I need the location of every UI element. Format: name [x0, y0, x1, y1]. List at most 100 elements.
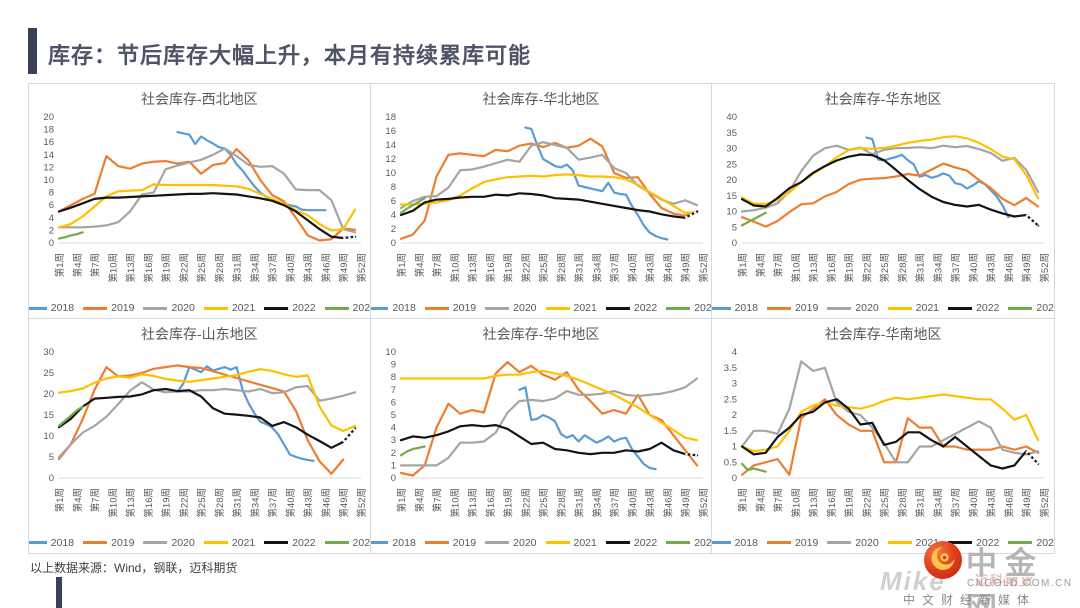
- legend-swatch-2019: [424, 541, 449, 544]
- x-tick-label: 第31周: [232, 488, 244, 518]
- series-line-2020: [57, 380, 357, 458]
- x-tick-label: 第40周: [968, 488, 980, 518]
- legend-label: 2020: [171, 302, 195, 314]
- y-tick-label: 2: [49, 225, 54, 236]
- y-tick-label: 6: [390, 196, 395, 207]
- legend-swatch-2020: [827, 541, 852, 544]
- x-tick-label: 第49周: [1022, 253, 1034, 283]
- x-tick-label: 第46周: [320, 253, 332, 283]
- chart-panel-6: 社会库存-华南地区 0 0.5 1 1.5 2 2.5 3 3.5 4 第1周 第4周 第7周 第10周第…: [712, 319, 1054, 554]
- legend-label: 2021: [573, 302, 597, 314]
- y-tick-label: 6: [390, 397, 395, 408]
- legend-label: 2018: [50, 536, 75, 549]
- x-tick-label: 第37周: [609, 253, 621, 283]
- x-tick-label: 第7周: [90, 488, 102, 512]
- x-tick-label: 第46周: [662, 488, 674, 518]
- legend-swatch-2021: [545, 541, 570, 544]
- x-tick-label: 第31周: [573, 253, 585, 283]
- x-tick-label: 第43周: [986, 488, 998, 518]
- x-tick-label: 第28周: [214, 488, 226, 518]
- legend-swatch-2023: [666, 306, 691, 310]
- series-hatch-tail-2022: [684, 210, 698, 219]
- x-tick-label: 第22周: [520, 488, 532, 518]
- x-tick-label: 第10周: [449, 488, 461, 518]
- chart-title: 社会库存-华中地区: [482, 325, 600, 342]
- series-line-2021: [399, 369, 698, 441]
- legend-swatch-2018: [712, 306, 731, 310]
- series-line-2023: [741, 462, 768, 473]
- x-tick-label: 第16周: [826, 253, 838, 283]
- series-line-2022: [741, 397, 1040, 470]
- legend-item-2019: 2019: [424, 537, 476, 549]
- legend-swatch-2021: [887, 541, 912, 544]
- x-tick-label: 第10周: [107, 253, 119, 283]
- legend-label: 2019: [452, 302, 477, 314]
- legend-label: 2022: [976, 302, 1000, 314]
- series-line-2022: [399, 192, 698, 219]
- legend-item-2020: 2020: [827, 537, 879, 549]
- legend-swatch-2019: [766, 541, 791, 544]
- y-tick-label: 10: [43, 175, 54, 186]
- x-tick-label: 第37周: [267, 253, 279, 283]
- x-tick-label: 第1周: [396, 488, 408, 512]
- legend-label: 2020: [855, 302, 879, 314]
- y-tick-label: 0: [49, 238, 54, 249]
- y-tick-label: 2: [390, 224, 395, 235]
- series-line-2022: [741, 153, 1040, 227]
- series-line-2019: [399, 360, 698, 477]
- chart-legend: 2018 2019 2020 2021 2022 2023: [712, 299, 1054, 317]
- x-tick-label: 第7周: [773, 253, 785, 277]
- series-line-2021: [57, 183, 357, 232]
- y-tick-label: 1: [732, 441, 737, 452]
- x-tick-label: 第31周: [915, 253, 927, 283]
- legend-label: 2021: [231, 302, 256, 314]
- legend-item-2019: 2019: [766, 302, 818, 314]
- legend-swatch-2022: [264, 541, 289, 544]
- y-tick-label: 35: [727, 128, 738, 139]
- x-tick-label: 第4周: [72, 253, 84, 277]
- y-tick-label: 5: [732, 222, 737, 233]
- x-tick-label: 第4周: [755, 253, 767, 277]
- x-tick-label: 第28周: [214, 253, 226, 283]
- x-tick-label: 第49周: [338, 488, 350, 518]
- x-tick-label: 第37周: [951, 253, 963, 283]
- legend-swatch-2021: [203, 541, 228, 544]
- legend-label: 2020: [171, 536, 195, 549]
- legend-item-2020: 2020: [485, 302, 537, 314]
- series-line-2022: [399, 423, 698, 456]
- legend-item-2020: 2020: [143, 302, 195, 314]
- y-tick-label: 18: [385, 112, 396, 123]
- y-tick-label: 6: [49, 200, 54, 211]
- chart-panel-3: 社会库存-华东地区 0 5 10 15 20 25 30 35 40 第1周 第4周 第7周 第10周 第1…: [712, 84, 1054, 319]
- legend-swatch-2020: [143, 541, 168, 544]
- y-tick-label: 10: [385, 168, 396, 179]
- x-tick-label: 第49周: [680, 253, 692, 283]
- legend-swatch-2020: [485, 541, 510, 544]
- legend-label: 2023: [694, 536, 712, 549]
- legend-item-2018: 2018: [370, 302, 416, 314]
- x-tick-label: 第46周: [320, 488, 332, 518]
- x-tick-label: 第43周: [644, 253, 656, 283]
- x-tick-label: 第16周: [143, 488, 155, 518]
- x-tick-label: 第34周: [249, 488, 261, 518]
- legend-label: 2023: [1036, 302, 1054, 314]
- x-tick-label: 第31周: [573, 488, 585, 518]
- x-tick-label: 第10周: [107, 488, 119, 518]
- legend-label: 2018: [392, 302, 416, 314]
- x-tick-label: 第22周: [178, 488, 190, 518]
- x-tick-label: 第52周: [698, 488, 710, 518]
- chart-legend: 2018 2019 2020 2021 2022 2023: [29, 299, 370, 317]
- legend-label: 2021: [231, 536, 256, 549]
- x-tick-label: 第1周: [396, 253, 408, 277]
- legend-label: 2022: [633, 536, 658, 549]
- y-tick-label: 10: [385, 347, 396, 358]
- legend-item-2021: 2021: [887, 302, 939, 314]
- y-tick-label: 8: [49, 188, 54, 199]
- series-hatch-tail-2022: [343, 235, 356, 240]
- legend-swatch-2018: [29, 306, 47, 310]
- y-tick-label: 1.5: [724, 425, 737, 436]
- x-tick-label: 第25周: [879, 253, 891, 283]
- legend-swatch-2018: [29, 541, 47, 544]
- chart-canvas: 0 5 10 15 20 25 30 第1周 第4周 第7周 第10周 第13周 第16周 第19周 第22…: [43, 347, 368, 518]
- legend-label: 2018: [734, 536, 758, 549]
